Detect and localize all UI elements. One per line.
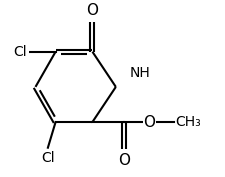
Text: O: O [143,115,155,130]
Text: Cl: Cl [41,151,55,165]
Text: NH: NH [129,67,150,81]
Text: CH₃: CH₃ [175,115,201,129]
Text: O: O [86,3,98,18]
Text: Cl: Cl [14,45,27,59]
Text: O: O [118,153,130,168]
